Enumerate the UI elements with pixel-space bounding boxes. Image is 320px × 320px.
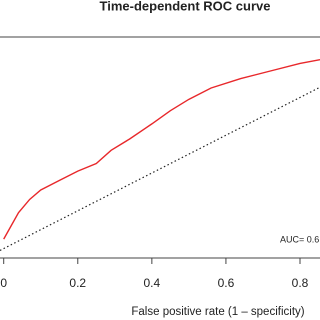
x-tick-label: 0.6 — [218, 276, 235, 290]
chart-title: Time-dependent ROC curve — [100, 0, 271, 13]
reference-diagonal — [0, 86, 320, 251]
roc-curve — [3, 58, 320, 240]
plot-box — [0, 36, 320, 259]
x-tick-label: 0.2 — [69, 276, 86, 290]
x-axis-label: False positive rate (1 – specificity) — [131, 306, 304, 318]
x-tick-label: 0.8 — [292, 276, 309, 290]
annotation: AUC= 0.6 — [280, 234, 319, 244]
x-tick-label: 0 — [0, 276, 7, 290]
x-tick-label: 0.4 — [144, 276, 161, 290]
